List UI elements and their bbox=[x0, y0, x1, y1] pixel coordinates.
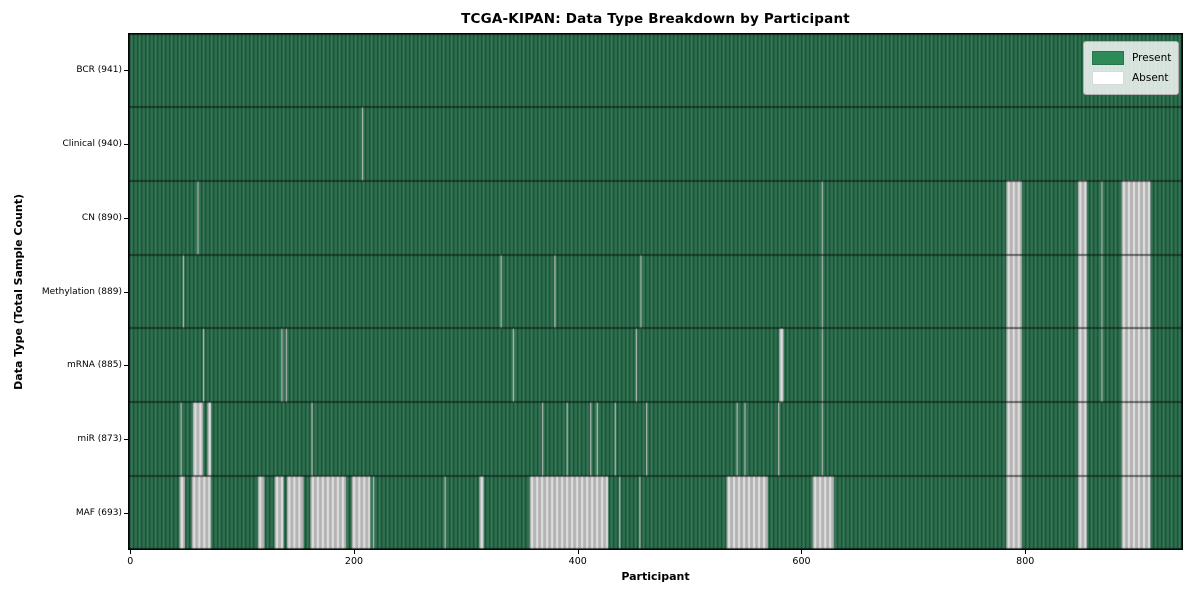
y-tick-mark bbox=[124, 439, 128, 441]
legend-entry-absent: Absent bbox=[1092, 68, 1170, 88]
legend-swatch-absent bbox=[1092, 71, 1124, 85]
x-tick-mark bbox=[1025, 550, 1027, 554]
x-tick-label-600: 600 bbox=[792, 556, 811, 567]
legend-label-absent: Absent bbox=[1132, 72, 1169, 84]
y-tick-mark bbox=[124, 217, 128, 219]
y-tick-mark bbox=[124, 291, 128, 293]
y-tick-label-maf: MAF (693) bbox=[75, 508, 122, 519]
legend-swatch-present bbox=[1092, 51, 1124, 65]
y-tick-label-mrna: mRNA (885) bbox=[67, 360, 122, 371]
legend-entry-present: Present bbox=[1092, 48, 1172, 68]
y-tick-label-bcr: BCR (941) bbox=[76, 64, 122, 75]
x-tick-mark bbox=[130, 550, 132, 554]
y-tick-label-mir: miR (873) bbox=[77, 434, 122, 445]
x-tick-mark bbox=[577, 550, 579, 554]
y-tick-mark bbox=[124, 143, 128, 145]
x-tick-label-0: 0 bbox=[127, 556, 134, 567]
x-tick-label-200: 200 bbox=[344, 556, 364, 567]
heatmap-canvas bbox=[128, 33, 1183, 550]
y-tick-mark bbox=[124, 69, 128, 71]
y-tick-label-clinical: Clinical (940) bbox=[62, 138, 122, 149]
legend: Present Absent bbox=[1083, 41, 1179, 95]
legend-label-present: Present bbox=[1132, 52, 1172, 64]
x-tick-mark bbox=[353, 550, 355, 554]
y-tick-mark bbox=[124, 365, 128, 367]
chart-title: TCGA-KIPAN: Data Type Breakdown by Parti… bbox=[461, 11, 850, 27]
x-axis-label: Participant bbox=[621, 570, 690, 583]
y-axis-label: Data Type (Total Sample Count) bbox=[11, 193, 25, 390]
y-tick-label-cn: CN (890) bbox=[81, 212, 122, 223]
y-tick-label-methylation: Methylation (889) bbox=[41, 286, 122, 297]
x-tick-label-800: 800 bbox=[1016, 556, 1035, 567]
y-axis-label-wrap: Data Type (Total Sample Count) bbox=[8, 33, 28, 550]
x-tick-mark bbox=[801, 550, 803, 554]
x-tick-label-400: 400 bbox=[568, 556, 587, 567]
y-tick-mark bbox=[124, 513, 128, 515]
